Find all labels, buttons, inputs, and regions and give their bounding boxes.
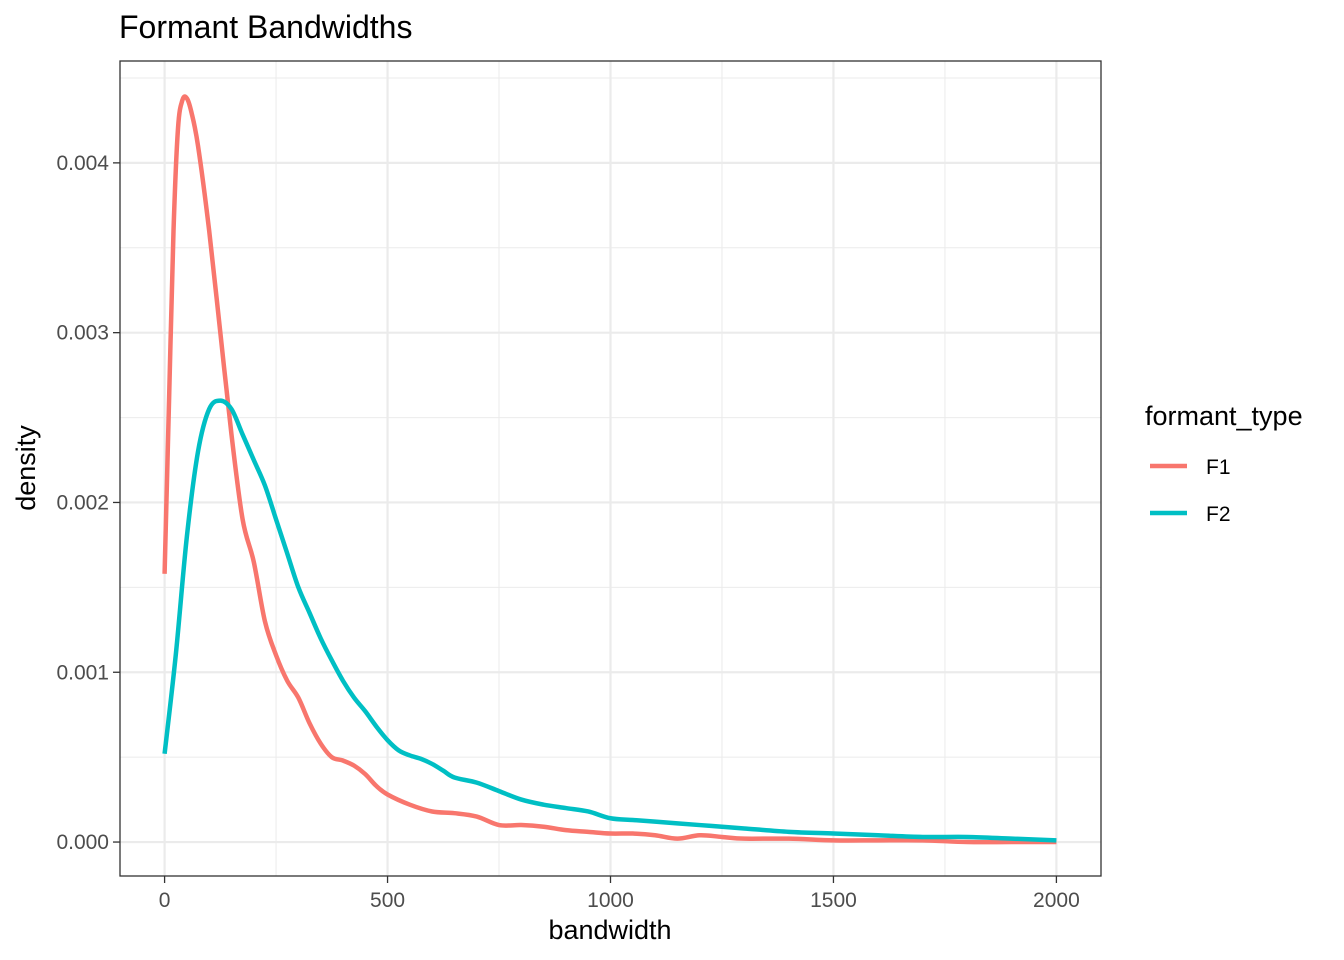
legend-item-f1: F1: [1150, 456, 1231, 479]
x-tick-label: 1000: [587, 889, 634, 912]
x-tick-label: 2000: [1033, 889, 1080, 912]
x-axis: 0 500 1000 1500 2000: [159, 876, 1080, 912]
legend-label-f2: F2: [1206, 503, 1231, 526]
series-line-f2: [162, 398, 1057, 843]
legend-label-f1: F1: [1206, 456, 1231, 479]
chart-title: Formant Bandwidths: [119, 9, 412, 45]
y-tick-label: 0.003: [56, 322, 109, 345]
legend-title: formant_type: [1145, 401, 1303, 431]
x-axis-title: bandwidth: [548, 915, 671, 945]
x-tick-label: 1500: [810, 889, 857, 912]
legend-items: F1 F2: [1150, 456, 1231, 526]
y-tick-label: 0.000: [56, 831, 109, 854]
legend-item-f2: F2: [1150, 503, 1231, 526]
y-tick-label: 0.002: [56, 491, 109, 514]
x-tick-label: 500: [370, 889, 405, 912]
y-tick-label: 0.004: [56, 152, 109, 175]
y-axis: 0.000 0.001 0.002 0.003 0.004: [56, 152, 120, 854]
y-tick-label: 0.001: [56, 661, 109, 684]
legend: formant_type F1 F2: [1145, 401, 1303, 526]
plot-panel: [119, 60, 1102, 877]
series-line-f1: [162, 94, 1057, 845]
series-lines: [162, 94, 1057, 845]
x-tick-label: 0: [159, 889, 171, 912]
y-axis-title: density: [11, 425, 41, 511]
